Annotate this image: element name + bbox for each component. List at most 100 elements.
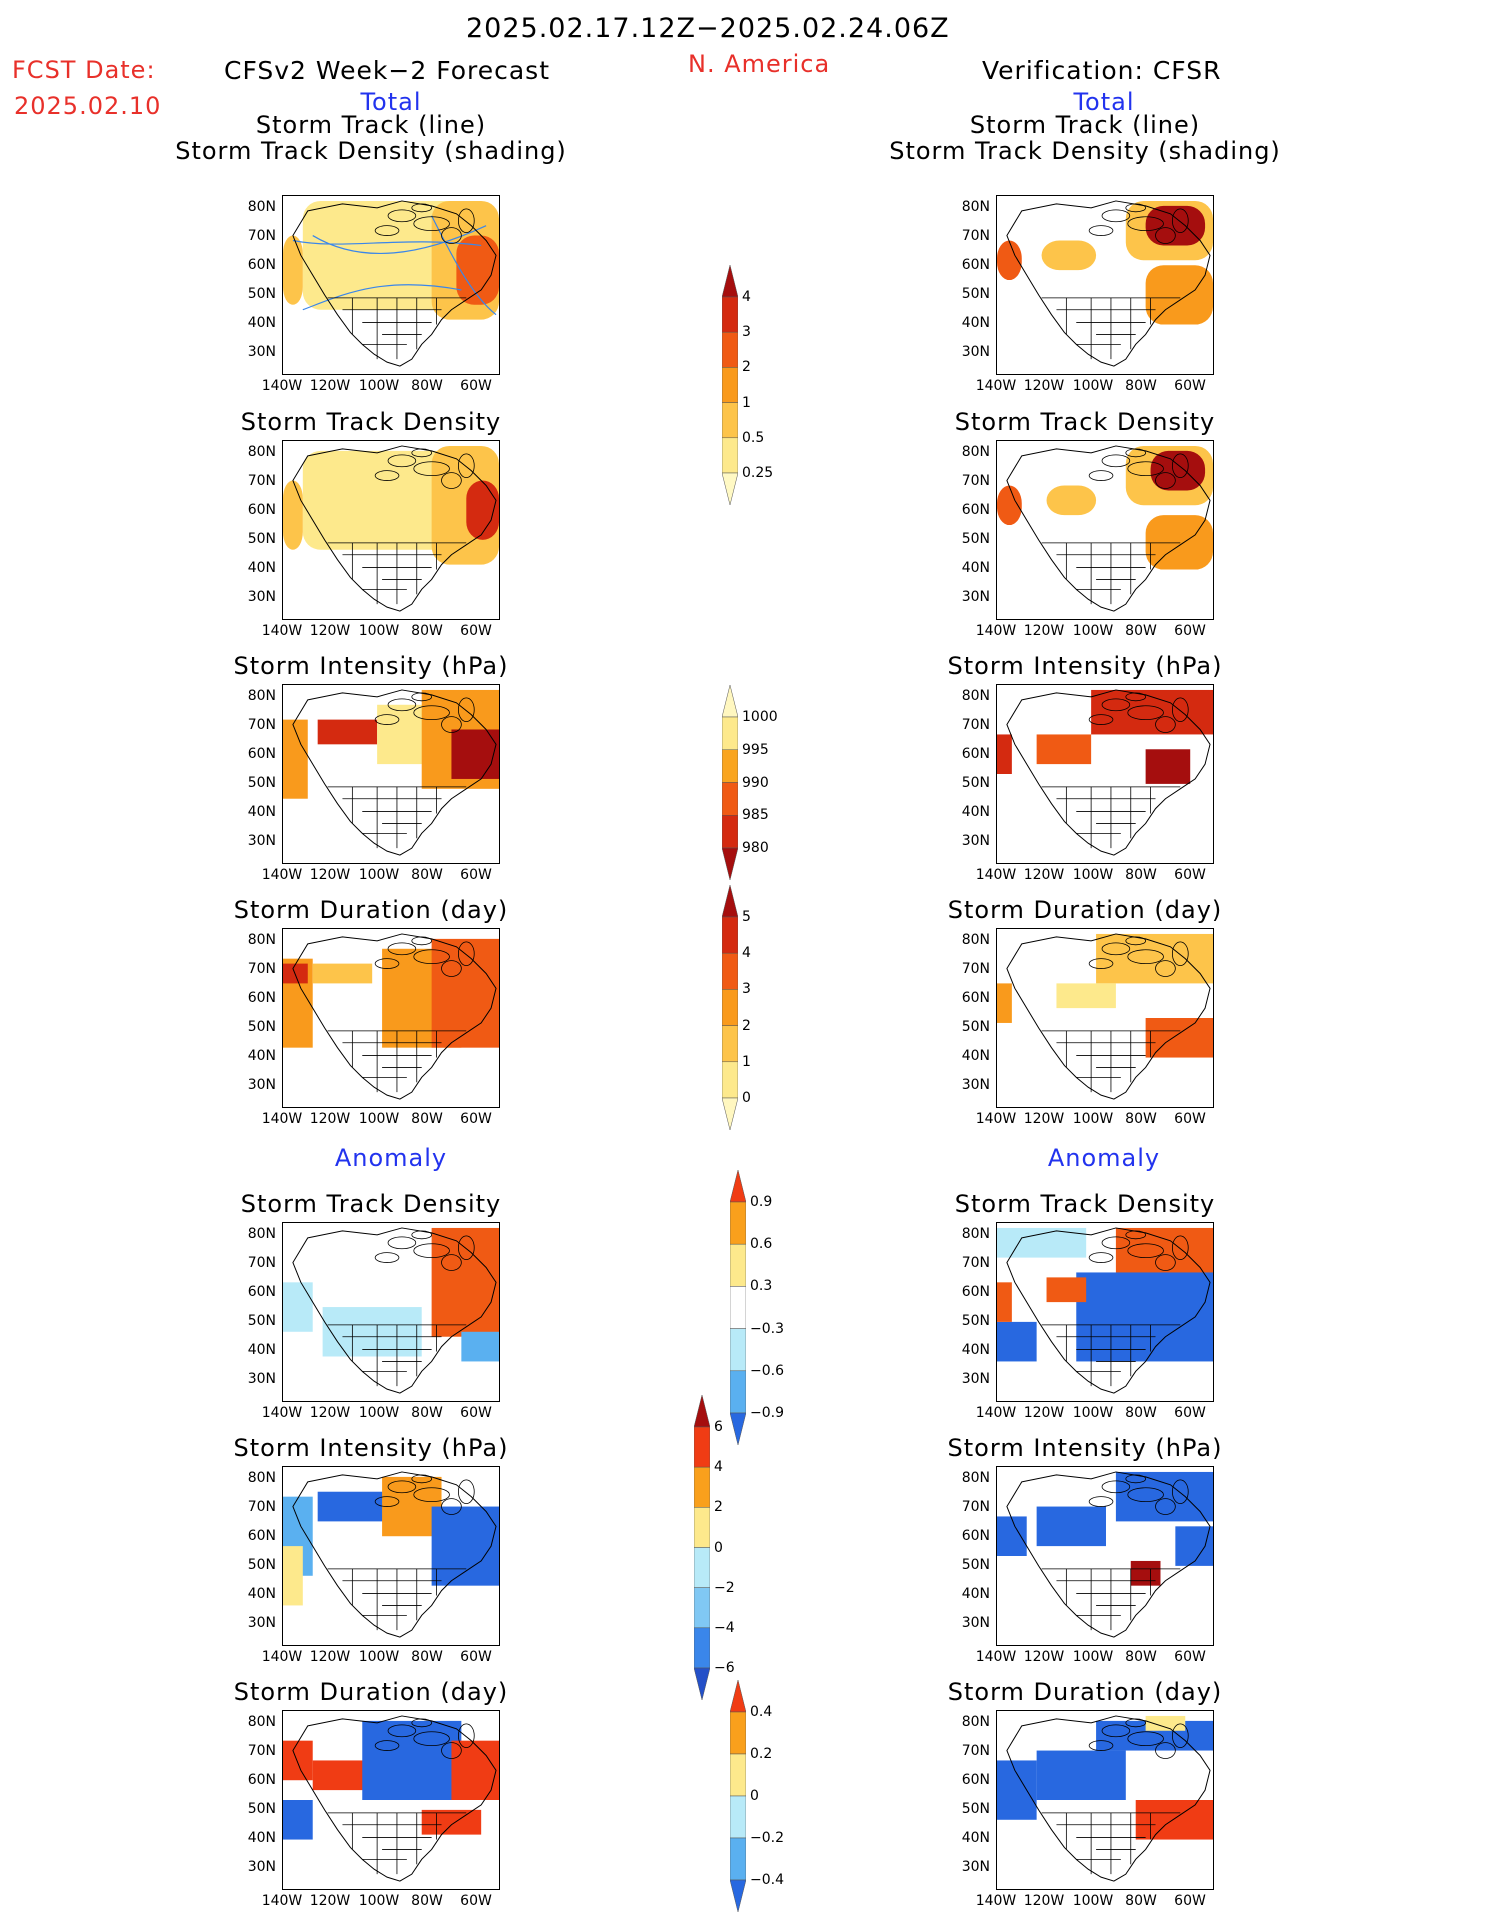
- lat-label: 30N: [247, 1077, 276, 1093]
- field-patch: [1041, 240, 1097, 271]
- lat-label: 60N: [247, 746, 276, 762]
- lon-label: 60W: [460, 1405, 492, 1421]
- lat-label: 40N: [247, 1048, 276, 1064]
- lon-label: 80W: [1125, 1405, 1157, 1421]
- colorbar-swatch: [729, 1837, 747, 1881]
- lat-label: 80N: [247, 1226, 276, 1242]
- lat-label: 80N: [247, 444, 276, 460]
- lat-label: 60N: [961, 1772, 990, 1788]
- lon-label: 120W: [1023, 378, 1065, 394]
- colorbar-swatch: [693, 1466, 711, 1508]
- map-aduration-verification: [996, 1710, 1214, 1890]
- lat-label: 50N: [961, 1313, 990, 1329]
- colorbar-label: 0.2: [750, 1746, 773, 1762]
- lat-label: 60N: [247, 257, 276, 273]
- lat-label: 30N: [247, 589, 276, 605]
- field-patch: [1145, 1018, 1213, 1058]
- lon-label: 80W: [411, 623, 443, 639]
- field-patch: [377, 704, 427, 765]
- lat-label: 30N: [961, 344, 990, 360]
- lon-label: 140W: [975, 378, 1017, 394]
- field-patch: [997, 1516, 1027, 1556]
- lon-label: 100W: [1072, 378, 1114, 394]
- lon-label: 60W: [460, 1649, 492, 1665]
- field-patch: [431, 938, 499, 1048]
- colorbar-swatch: [729, 1412, 747, 1446]
- field-patch: [997, 734, 1012, 774]
- lat-label: 80N: [247, 1714, 276, 1730]
- colorbar-label: 4: [742, 289, 751, 305]
- lon-label: 120W: [1023, 1893, 1065, 1909]
- lat-label: 60N: [961, 1284, 990, 1300]
- lat-label: 50N: [247, 1557, 276, 1573]
- lon-label: 120W: [1023, 1649, 1065, 1665]
- colorbar-swatch: [729, 1286, 747, 1329]
- colorbar-label: −4: [714, 1619, 735, 1636]
- lon-label: 80W: [1125, 1649, 1157, 1665]
- colorbar-swatch: [729, 1370, 747, 1414]
- lat-label: 70N: [961, 717, 990, 733]
- panel-title-r-0-0: Storm Track (line): [969, 111, 1201, 139]
- colorbar-swatch: [721, 367, 739, 403]
- lat-label: 50N: [961, 1557, 990, 1573]
- field-patch: [461, 1331, 499, 1362]
- colorbar-swatch: [693, 1394, 711, 1428]
- colorbar-label: 3: [742, 324, 751, 341]
- lon-label: 80W: [411, 867, 443, 883]
- section-anomaly-right: Anomaly: [1047, 1144, 1161, 1172]
- lon-label: 80W: [1125, 378, 1157, 394]
- lon-label: 60W: [1174, 867, 1206, 883]
- colorbar-label: 995: [742, 741, 769, 758]
- panel-title-l-5-0: Storm Intensity (hPa): [233, 1434, 509, 1462]
- colorbar-swatch: [693, 1426, 711, 1468]
- colorbar-swatch: [721, 884, 739, 918]
- panel-title-r-1-0: Storm Track Density: [954, 408, 1216, 436]
- field-patch: [1036, 1506, 1106, 1547]
- lon-label: 120W: [309, 1405, 351, 1421]
- field-patch: [1145, 515, 1213, 570]
- field-patch: [421, 1809, 482, 1835]
- lat-label: 50N: [247, 775, 276, 791]
- field-patch: [382, 1476, 442, 1537]
- lat-label: 70N: [247, 228, 276, 244]
- lon-label: 80W: [411, 1893, 443, 1909]
- colorbar-label: 0: [714, 1539, 723, 1556]
- field-patch: [283, 235, 303, 305]
- field-patch: [1115, 1227, 1213, 1278]
- lon-label: 100W: [358, 867, 400, 883]
- field-patch: [1175, 1526, 1213, 1566]
- lon-label: 120W: [309, 1111, 351, 1127]
- colorbar-anom_density: [729, 1169, 747, 1446]
- section-anomaly-left: Anomaly: [334, 1144, 448, 1172]
- field-patch: [1135, 1800, 1213, 1840]
- colorbar-swatch: [729, 1328, 747, 1372]
- colorbar-swatch: [729, 1243, 747, 1287]
- lat-label: 70N: [961, 228, 990, 244]
- lon-label: 80W: [411, 378, 443, 394]
- field-patch: [317, 1491, 388, 1522]
- colorbar-swatch: [721, 684, 739, 718]
- lat-label: 80N: [961, 932, 990, 948]
- field-patch: [997, 485, 1022, 526]
- lon-label: 120W: [309, 867, 351, 883]
- panel-title-r-3-0: Storm Duration (day): [947, 896, 1223, 924]
- lon-label: 120W: [1023, 867, 1065, 883]
- lat-label: 50N: [247, 1801, 276, 1817]
- fcst-date-value: 2025.02.10: [14, 92, 162, 120]
- colorbar-swatch: [721, 952, 739, 990]
- lon-label: 80W: [1125, 623, 1157, 639]
- lat-label: 70N: [247, 1743, 276, 1759]
- lon-label: 140W: [261, 623, 303, 639]
- colorbar-label: −0.6: [750, 1362, 784, 1379]
- lat-label: 40N: [247, 1586, 276, 1602]
- panel-title-r-6-0: Storm Duration (day): [947, 1678, 1223, 1706]
- map-aintensity-forecast: [282, 1466, 500, 1646]
- colorbar-label: 0.9: [750, 1194, 773, 1210]
- lon-label: 60W: [1174, 1893, 1206, 1909]
- colorbar-label: 5: [742, 909, 751, 925]
- lat-label: 80N: [247, 932, 276, 948]
- field-patch: [997, 1760, 1037, 1820]
- panel-title-r-5-0: Storm Intensity (hPa): [947, 1434, 1223, 1462]
- colorbar-label: −2: [714, 1579, 735, 1596]
- field-patch: [1115, 1471, 1213, 1522]
